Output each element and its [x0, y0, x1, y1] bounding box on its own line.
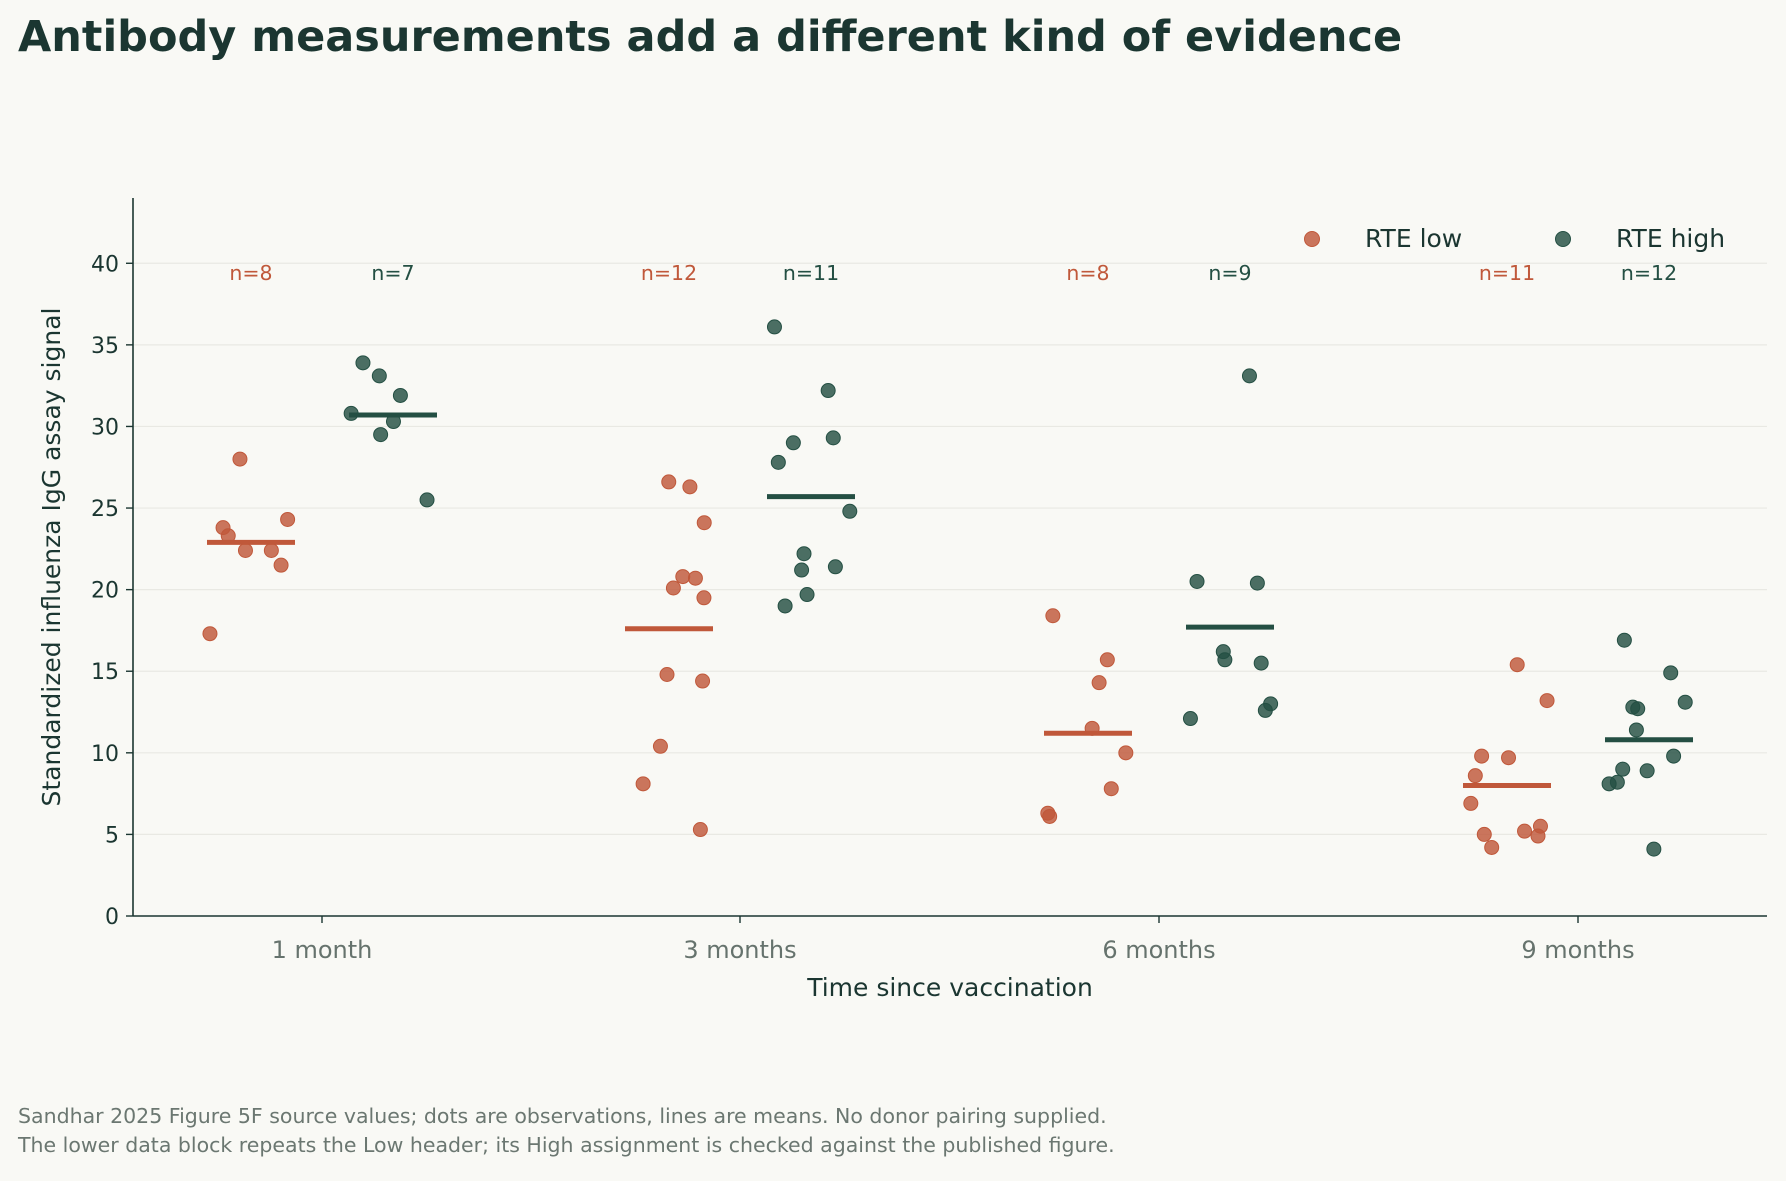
data-point	[1474, 748, 1490, 764]
count-label: n=8	[1066, 261, 1109, 285]
legend-marker	[1555, 231, 1571, 247]
count-label: n=11	[1479, 261, 1535, 285]
count-label: n=12	[641, 261, 697, 285]
data-point	[796, 546, 812, 562]
data-point	[371, 368, 387, 384]
x-tick-label: 9 months	[1521, 936, 1634, 964]
data-point	[373, 427, 389, 443]
data-point	[1042, 808, 1058, 824]
legend-label: RTE high	[1616, 224, 1725, 253]
y-tick-label: 20	[91, 579, 119, 604]
data-point	[682, 479, 698, 495]
data-point	[665, 580, 681, 596]
data-point	[1639, 763, 1655, 779]
data-point	[1628, 722, 1644, 738]
data-point	[675, 569, 691, 585]
x-axis-label: Time since vaccination	[806, 973, 1093, 1002]
data-point	[1189, 573, 1205, 589]
chart-title: Antibody measurements add a different ki…	[18, 12, 1403, 62]
data-point	[1646, 841, 1662, 857]
y-tick-label: 40	[91, 252, 119, 277]
y-tick-label: 25	[91, 497, 119, 522]
y-tick-label: 15	[91, 660, 119, 685]
data-point	[659, 666, 675, 682]
data-point	[661, 474, 677, 490]
data-point	[1666, 748, 1682, 764]
data-point	[827, 559, 843, 575]
data-point	[825, 430, 841, 446]
data-point	[794, 562, 810, 578]
data-point	[842, 503, 858, 519]
footnote-line-2: The lower data block repeats the Low hea…	[18, 1133, 1115, 1157]
x-tick-label: 6 months	[1102, 936, 1215, 964]
x-tick-label: 3 months	[683, 936, 796, 964]
data-point	[1484, 839, 1500, 855]
data-point	[1217, 652, 1233, 668]
data-point	[1509, 657, 1525, 673]
data-point	[1241, 368, 1257, 384]
count-label: n=7	[371, 261, 414, 285]
data-point	[1099, 652, 1115, 668]
legend-label: RTE low	[1365, 224, 1462, 253]
data-point	[777, 598, 793, 614]
x-tick-label: 1 month	[272, 936, 373, 964]
legend-marker	[1304, 231, 1320, 247]
y-tick-label: 0	[105, 905, 119, 930]
data-point	[1257, 702, 1273, 718]
data-point	[696, 515, 712, 531]
data-point	[1530, 828, 1546, 844]
data-point	[687, 570, 703, 586]
count-label: n=11	[783, 261, 839, 285]
y-tick-label: 35	[91, 334, 119, 359]
footnote-line-1: Sandhar 2025 Figure 5F source values; do…	[18, 1104, 1107, 1128]
data-point	[1476, 826, 1492, 842]
data-point	[273, 557, 289, 573]
count-label: n=9	[1208, 261, 1251, 285]
y-tick-label: 5	[105, 823, 119, 848]
data-point	[1630, 701, 1646, 717]
data-point	[695, 673, 711, 689]
data-point	[1616, 632, 1632, 648]
data-point	[202, 626, 218, 642]
data-point	[355, 355, 371, 371]
data-point	[692, 822, 708, 838]
data-point	[1677, 694, 1693, 710]
data-point	[419, 492, 435, 508]
count-label: n=8	[229, 261, 272, 285]
data-point	[1517, 823, 1533, 839]
data-point	[237, 542, 253, 558]
data-point	[696, 590, 712, 606]
data-point	[799, 587, 815, 603]
data-point	[635, 776, 651, 792]
data-point	[785, 435, 801, 451]
y-tick-label: 10	[91, 742, 119, 767]
footnote: Sandhar 2025 Figure 5F source values; do…	[18, 1102, 1115, 1160]
data-point	[1118, 745, 1134, 761]
data-point	[232, 451, 248, 467]
data-point	[1501, 750, 1517, 766]
count-label: n=12	[1621, 261, 1677, 285]
data-point	[766, 319, 782, 335]
data-point	[770, 454, 786, 470]
data-point	[1253, 655, 1269, 671]
data-point	[1249, 575, 1265, 591]
data-point	[1467, 768, 1483, 784]
data-point	[1091, 675, 1107, 691]
data-point	[1045, 608, 1061, 624]
data-point	[1463, 795, 1479, 811]
data-point	[1539, 693, 1555, 709]
data-point	[280, 511, 296, 527]
data-point	[1103, 781, 1119, 797]
y-axis-label: Standardized influenza IgG assay signal	[37, 308, 66, 807]
data-point	[1601, 776, 1617, 792]
data-point	[392, 387, 408, 403]
data-point	[652, 738, 668, 754]
data-point	[1182, 711, 1198, 727]
data-point	[1663, 665, 1679, 681]
data-point	[820, 383, 836, 399]
data-point	[1615, 761, 1631, 777]
y-tick-label: 30	[91, 415, 119, 440]
data-point	[263, 542, 279, 558]
